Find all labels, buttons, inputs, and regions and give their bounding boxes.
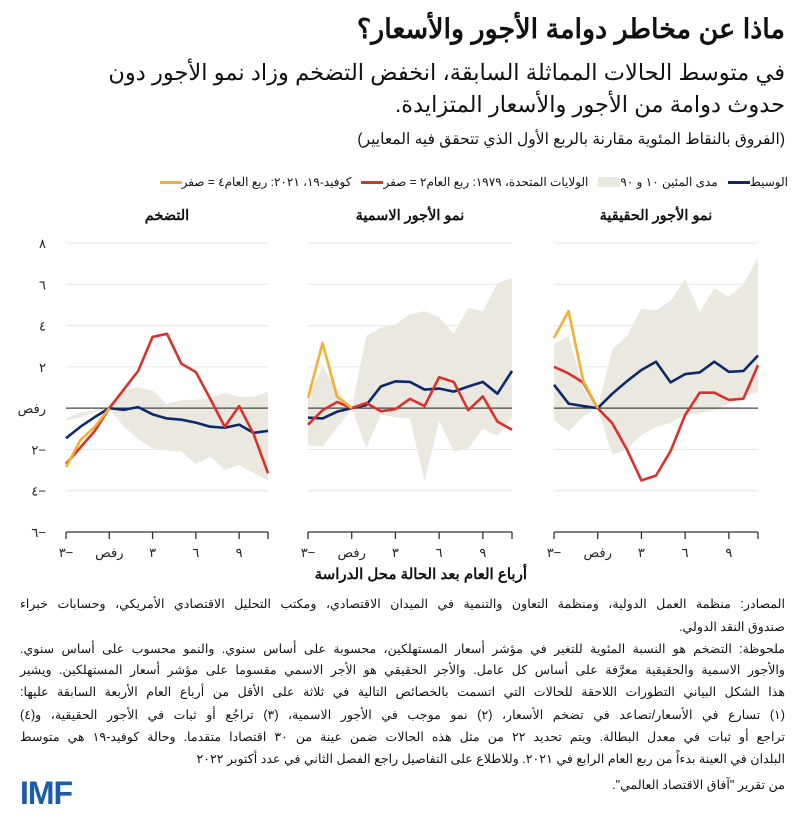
x-tick-label: صفر [584,545,612,561]
y-tick-label: ٦ [39,277,46,292]
x-tick-label: صفر [95,545,123,561]
series-line-median [307,370,514,420]
series-line-covid [552,309,599,409]
series-line-us1979 [307,375,513,431]
y-tick-label: ٦− [31,525,46,540]
percentile-band [308,278,512,482]
note-line: ملحوظة: التضخم هو النسبة المئوية للتغير … [20,642,785,656]
legend: كوفيد-١٩، ٢٠٢١: ربع العام٤ = صفر الولايات… [150,175,788,189]
series-line-median [552,354,759,410]
x-tick-label: ٦ [192,545,199,560]
legend-item: مدى المئين ١٠ و ٩٠ [598,175,718,189]
x-tick-label: ٣ [392,545,399,560]
x-tick-label: ٩ [479,545,486,560]
note-line: البلدان في العينة بدءاً من ربع العام الر… [196,752,785,766]
subtitle-line: حدوث دوامة من الأجور والأسعار المتزايدة. [395,92,785,117]
note-line: من تقرير "آفاق الاقتصاد العالمي". [612,778,785,792]
x-tick-label: صفر [338,545,366,561]
legend-label: كوفيد-١٩، ٢٠٢١: ربع العام٤ = صفر [181,175,352,189]
x-tick-label: ٣− [547,545,562,560]
panel-title: التضخم [145,208,189,224]
x-tick-label: ٣− [59,545,74,560]
note-line: والأجور الاسمية والحقيقية معرَّفة على أس… [20,663,785,677]
legend-label: الولايات المتحدة، ١٩٧٩: ربع العام٢ = صفر [383,175,589,189]
panel-title: نمو الأجور الاسمية [356,205,465,224]
x-tick-label: ٣ [638,545,645,560]
y-tick-label: ٢− [31,442,46,457]
x-tick-label: ٣− [301,545,316,560]
panel-2: نمو الأجور الاسمية ٣− صفر ٣ ٦ ٩ [301,205,514,561]
x-tick-label: ٦ [682,545,689,560]
series-line-us1979 [65,332,270,474]
y-tick-label: صفر [18,401,46,417]
note-line: هذا الشكل البياني التطورات اللاحقة للحال… [20,685,785,699]
subtitle-line: في متوسط الحالات المماثلة السابقة، انخفض… [108,60,785,85]
x-tick-label: ٩ [236,545,243,560]
legend-label: الوسيط [749,175,788,189]
note-line: المصادر: منظمة العمل الدولية، ومنظمة الت… [20,597,785,611]
panel-1: التضخم ٣− صفر ٣ ٦ ٩ [59,208,270,561]
legend-label: مدى المئين ١٠ و ٩٠ [620,175,718,189]
series-line-covid [306,341,353,410]
y-tick-label: ٢ [39,360,46,375]
panel-3: نمو الأجور الحقيقية ٣− صفر ٣ ٦ ٩ [547,205,760,561]
note-line: تراجع أو ثبات في معدل البطالة. ويتم تحدي… [20,730,785,744]
x-tick-label: ٦ [436,545,443,560]
legend-item: كوفيد-١٩، ٢٠٢١: ربع العام٤ = صفر [159,175,352,189]
note-line: صندوق النقد الدولي. [679,620,785,634]
x-tick-label: ٩ [725,545,732,560]
panel-title: نمو الأجور الحقيقية [600,205,713,224]
percentile-band [554,257,758,455]
units-note: (الفروق بالنقاط المئوية مقارنة بالربع ال… [357,131,785,148]
legend-line-swatch [159,180,182,184]
series-line-median [65,405,269,440]
legend-item: الوسيط [727,175,788,189]
series-line-covid [64,407,111,468]
legend-band-swatch [598,177,621,187]
x-axis-title: أرباع العام بعد الحالة محل الدراسة [315,563,527,583]
y-tick-label: ٤− [31,484,46,499]
percentile-band [66,387,268,481]
imf-logo: IMF [20,775,73,811]
x-tick-label: ٣ [149,545,156,560]
y-tick-label: ٨ [39,236,46,251]
y-tick-label: ٤ [39,319,46,334]
chart-title: ماذا عن مخاطر دوامة الأجور والأسعار؟ [356,14,785,44]
legend-line-swatch [361,180,384,184]
legend-item: الولايات المتحدة، ١٩٧٩: ربع العام٢ = صفر [361,175,588,189]
note-line: (١) تسارع في الأسعار/تصاعد في تضخم الأسع… [20,708,785,722]
legend-line-swatch [727,180,750,184]
